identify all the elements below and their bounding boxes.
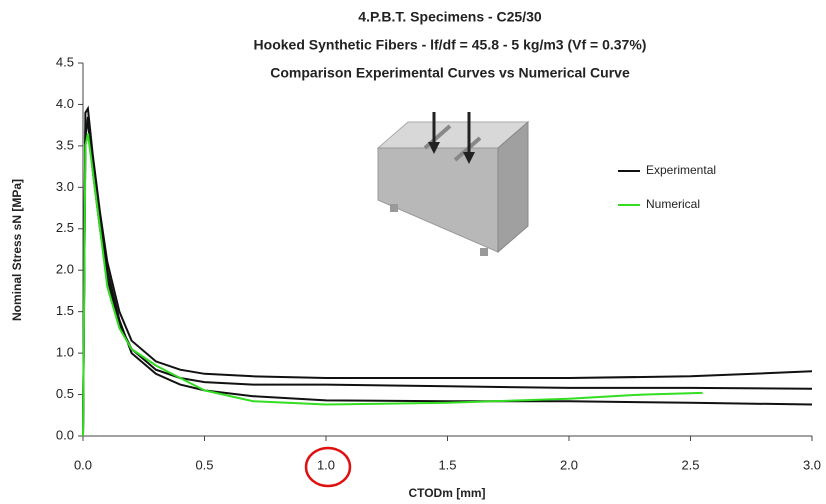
data-line <box>82 133 703 437</box>
y-axis-label: Nominal Stress sN [MPa] <box>10 179 24 321</box>
x-tick-label: 0.5 <box>195 457 213 472</box>
legend-label: Numerical <box>646 197 700 211</box>
y-tick-label: 1.5 <box>56 303 74 318</box>
x-tick-label: 0.0 <box>74 457 92 472</box>
y-tick-label: 2.5 <box>56 220 74 235</box>
y-tick-label: 0.5 <box>56 386 74 401</box>
y-tick-label: 3.5 <box>56 137 74 152</box>
x-tick-label: 1.5 <box>438 457 456 472</box>
y-tick-label: 3.0 <box>56 179 74 194</box>
x-tick-label: 2.0 <box>560 457 578 472</box>
y-tick-label: 4.5 <box>56 54 74 69</box>
highlight-circle <box>304 446 352 488</box>
y-tick-label: 0.0 <box>56 427 74 442</box>
beam-illustration <box>376 112 530 256</box>
legend-label: Experimental <box>646 163 716 177</box>
chart-subtitle: Hooked Synthetic Fibers - lf/df = 45.8 -… <box>254 37 647 53</box>
y-tick-label: 1.0 <box>56 345 74 360</box>
y-tick-label: 4.0 <box>56 96 74 111</box>
x-axis-label: CTODm [mm] <box>408 486 485 500</box>
x-tick-label: 1.0 <box>317 457 335 472</box>
x-tick-label: 2.5 <box>681 457 699 472</box>
y-tick-label: 2.0 <box>56 262 74 277</box>
x-tick-label: 3.0 <box>803 457 821 472</box>
chart-subtitle: Comparison Experimental Curves vs Numeri… <box>270 65 630 81</box>
chart-title: 4.P.B.T. Specimens - C25/30 <box>358 9 542 25</box>
